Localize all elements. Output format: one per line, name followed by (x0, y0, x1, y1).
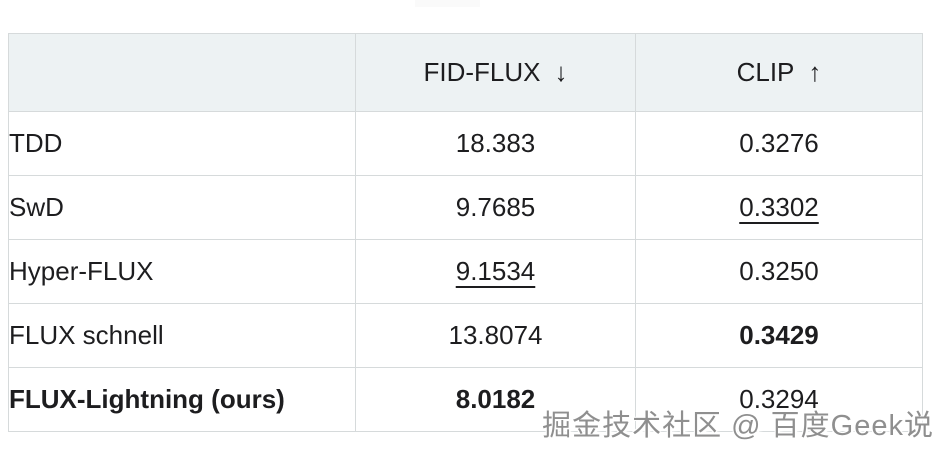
watermark: 掘金技术社区 @ 百度Geek说 (542, 410, 934, 442)
clip-value: 0.3294 (739, 384, 819, 414)
clip-cell: 0.3276 (635, 111, 923, 176)
table-row-flux-schnell: FLUX schnell 13.8074 0.3429 (8, 303, 923, 368)
header-fid-flux-label: FID-FLUX (423, 57, 541, 87)
fid-flux-value: 8.0182 (455, 384, 536, 414)
results-table: FID-FLUX ↓ CLIP ↑ TDD 18.383 0.3276 SwD 9.… (8, 33, 923, 432)
fid-flux-cell: 13.8074 (355, 303, 636, 368)
table-row-flux-lightning: FLUX-Lightning (ours) 8.0182 0.3294 (8, 367, 923, 432)
clip-cell: 0.3250 (635, 239, 923, 304)
clip-value: 0.3276 (739, 128, 819, 158)
method-label: TDD (9, 128, 63, 158)
clip-value: 0.3250 (739, 256, 819, 286)
fid-flux-cell: 18.383 (355, 111, 636, 176)
fid-flux-value: 13.8074 (448, 320, 543, 350)
method-cell: TDD (8, 111, 356, 176)
method-cell: SwD (8, 175, 356, 240)
method-cell: FLUX schnell (8, 303, 356, 368)
fid-flux-value: 9.1534 (455, 256, 536, 286)
clip-cell: 0.3302 (635, 175, 923, 240)
down-arrow-icon: ↓ (554, 57, 568, 87)
method-label: FLUX-Lightning (ours) (9, 384, 285, 414)
table-row-tdd: TDD 18.383 0.3276 (8, 111, 923, 176)
method-cell: Hyper-FLUX (8, 239, 356, 304)
header-row: FID-FLUX ↓ CLIP ↑ (8, 33, 923, 112)
table-row-hyper-flux: Hyper-FLUX 9.1534 0.3250 (8, 239, 923, 304)
clip-cell: 0.3429 (635, 303, 923, 368)
header-cell-clip: CLIP ↑ (635, 33, 923, 112)
fid-flux-value: 9.7685 (455, 192, 536, 222)
clip-cell: 0.3294 (635, 367, 923, 432)
method-label: Hyper-FLUX (9, 256, 154, 286)
cropped-element-top (415, 0, 480, 7)
fid-flux-value: 18.383 (455, 128, 536, 158)
method-label: FLUX schnell (9, 320, 164, 350)
clip-value: 0.3302 (739, 192, 819, 222)
table-row-swd: SwD 9.7685 0.3302 (8, 175, 923, 240)
up-arrow-icon: ↑ (808, 57, 822, 87)
method-cell: FLUX-Lightning (ours) (8, 367, 356, 432)
header-cell-fid-flux: FID-FLUX ↓ (355, 33, 636, 112)
header-cell-method (8, 33, 356, 112)
fid-flux-cell: 9.7685 (355, 175, 636, 240)
fid-flux-cell: 9.1534 (355, 239, 636, 304)
header-clip-label: CLIP (736, 57, 795, 87)
clip-value: 0.3429 (739, 320, 819, 350)
fid-flux-cell: 8.0182 (355, 367, 636, 432)
method-label: SwD (9, 192, 64, 222)
